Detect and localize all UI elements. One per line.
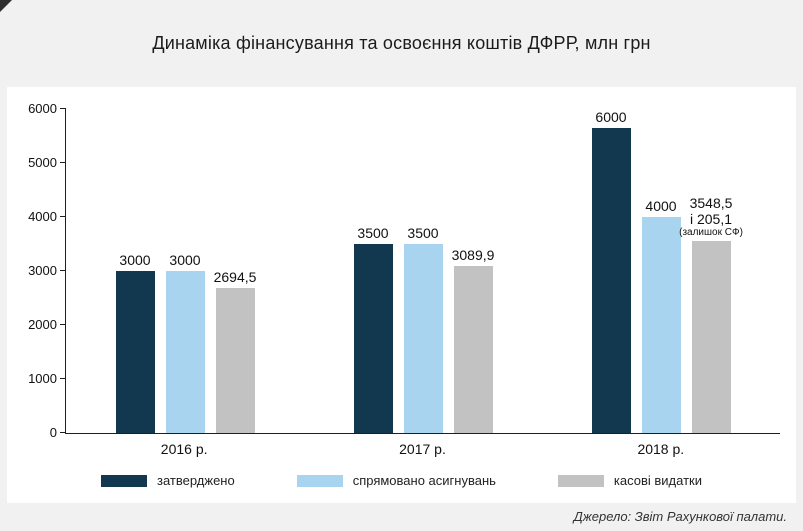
bar-value-note: (залишок СФ) [679, 227, 743, 239]
bar-wrap: 3000 [115, 109, 155, 433]
bar-value-label: 3548,5 і 205,1 (залишок СФ) [679, 195, 743, 239]
y-tick-mark [60, 162, 66, 163]
y-axis: 0 1000 2000 3000 4000 5000 6000 [17, 102, 65, 440]
y-tick-label: 4000 [28, 209, 57, 225]
bar-value-label: 3500 [357, 225, 389, 241]
y-tick-label: 5000 [28, 155, 57, 170]
bar [641, 217, 681, 433]
chart-grid: 0 1000 2000 3000 4000 5000 6000 3000 3000 2694,5… [17, 102, 780, 457]
bar-wrap: 3089,9 [451, 109, 495, 433]
legend-label: затверджено [157, 473, 235, 488]
bar-value-label: 4000 [645, 198, 677, 214]
y-tick-mark [60, 216, 66, 217]
y-tick-label: 0 [49, 425, 57, 440]
title-bar: Динаміка фінансування та освоєння коштів… [0, 0, 803, 86]
bar [453, 266, 493, 433]
chart-title: Динаміка фінансування та освоєння коштів… [152, 32, 651, 53]
bar-wrap: 3000 [165, 109, 205, 433]
bar-wrap: 4000 [641, 109, 681, 433]
bar-wrap: 3500 [353, 109, 393, 433]
x-axis-label: 2017 р. [399, 441, 446, 457]
y-tick-label: 3000 [28, 263, 57, 278]
legend-swatch [296, 474, 343, 487]
y-tick-mark [60, 324, 66, 325]
legend-item: спрямовано асигнувань [296, 473, 496, 488]
bar-wrap: 6000 [591, 109, 631, 433]
bar-wrap: 2694,5 [213, 109, 257, 433]
y-tick-label: 1000 [28, 371, 57, 387]
bar-value-label: 3000 [169, 252, 201, 268]
legend-swatch [557, 474, 604, 487]
bar [353, 244, 393, 433]
bar-group: 3000 3000 2694,5 [115, 109, 257, 433]
bar [691, 241, 731, 433]
x-axis-label: 2016 р. [160, 441, 208, 457]
bar [215, 287, 255, 433]
chart-card: 0 1000 2000 3000 4000 5000 6000 3000 3000 2694,5… [7, 87, 796, 503]
bar-value-label: 3089,9 [451, 247, 495, 264]
bar-wrap: 3500 [403, 109, 443, 433]
bar [115, 271, 155, 433]
y-tick-label: 2000 [28, 317, 57, 333]
bar-wrap: 3548,5 і 205,1 (залишок СФ) [679, 109, 743, 433]
x-axis-labels: 2016 р. 2017 р. 2018 р. [65, 434, 780, 457]
bar-value-label: 6000 [595, 109, 627, 125]
bar [165, 271, 205, 433]
bar-group: 6000 4000 3548,5 і 205,1 (залишок СФ) [591, 109, 743, 433]
bar-group: 3500 3500 3089,9 [353, 109, 495, 433]
y-tick-mark [60, 432, 66, 433]
source-note: Джерело: Звіт Рахункової палати. [573, 509, 787, 524]
legend-item: затверджено [101, 473, 235, 488]
legend-swatch [101, 474, 147, 487]
bar [591, 128, 631, 433]
legend-label: спрямовано асигнувань [352, 473, 496, 488]
bar-value-label: 3500 [407, 225, 439, 241]
bar [403, 244, 443, 433]
plot-area: 3000 3000 2694,5 3500 3500 3089,9 6000 4000 3548… [60, 108, 780, 434]
bar-value-label: 2694,5 [213, 268, 257, 285]
y-tick-label: 6000 [28, 101, 57, 116]
legend-label: касові видатки [613, 473, 702, 488]
corner-mark [0, 0, 12, 12]
bar-value-label: 3000 [119, 252, 151, 268]
legend-item: касові видатки [557, 473, 702, 488]
y-tick-mark [60, 108, 66, 109]
x-axis-label: 2018 р. [637, 441, 685, 457]
y-tick-mark [60, 378, 66, 379]
y-tick-mark [60, 270, 66, 271]
legend: затверджено спрямовано асигнувань касові в… [7, 473, 796, 488]
